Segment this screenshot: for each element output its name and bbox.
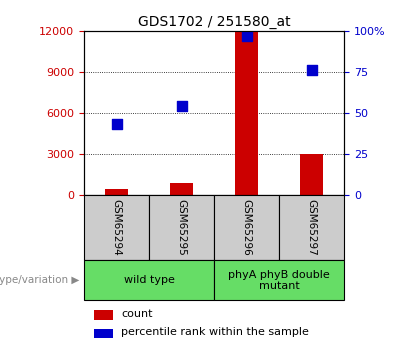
Point [243,33,250,39]
Text: genotype/variation ▶: genotype/variation ▶ [0,275,80,285]
Bar [235,31,258,195]
Text: phyA phyB double
mutant: phyA phyB double mutant [228,269,330,291]
Bar [214,195,279,260]
Title: GDS1702 / 251580_at: GDS1702 / 251580_at [138,14,291,29]
Point [308,68,315,73]
Bar [84,195,149,260]
Bar [94,329,113,338]
Bar [105,189,128,195]
Point [113,122,120,127]
Text: GSM65297: GSM65297 [307,199,317,256]
Point [178,104,185,109]
Text: GSM65294: GSM65294 [112,199,121,256]
Bar [84,260,214,300]
Bar [149,195,214,260]
Bar [94,310,113,319]
Bar [170,183,193,195]
Bar [279,195,344,260]
Text: count: count [121,309,152,319]
Text: percentile rank within the sample: percentile rank within the sample [121,327,309,337]
Bar [214,260,344,300]
Text: GSM65295: GSM65295 [177,199,186,256]
Text: GSM65296: GSM65296 [242,199,252,256]
Bar [300,154,323,195]
Text: wild type: wild type [123,275,175,285]
